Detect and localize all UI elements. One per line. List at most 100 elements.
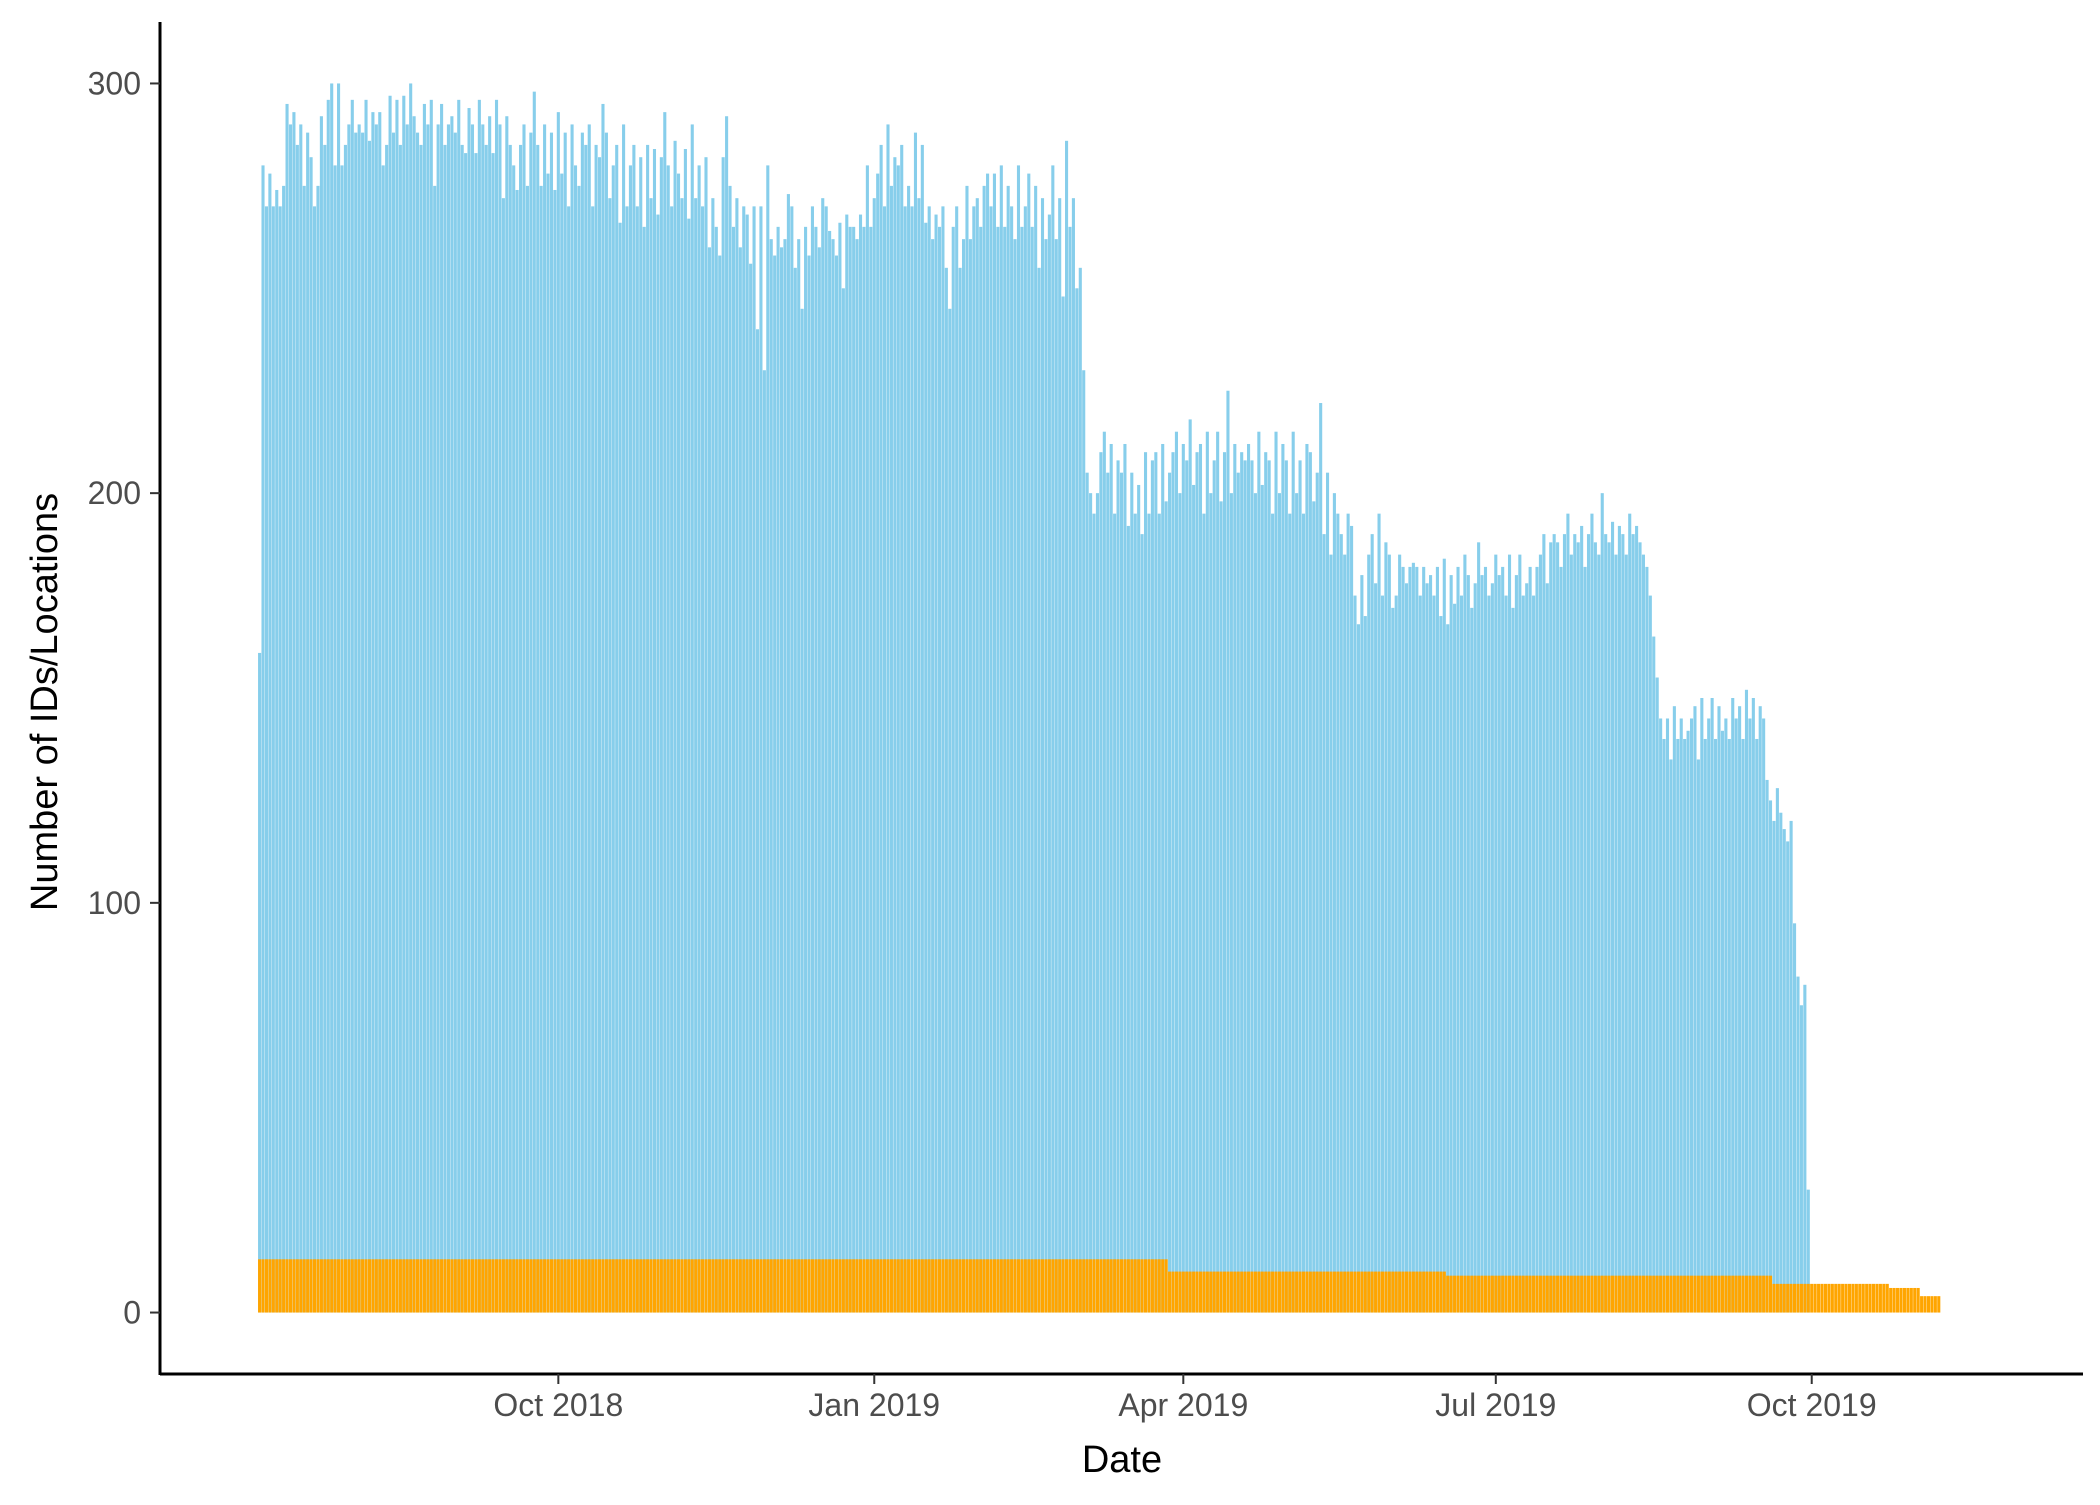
bar-locations [687, 1259, 690, 1312]
bar-total [1656, 678, 1659, 1313]
bar-total [1274, 432, 1277, 1313]
bar-locations [1106, 1259, 1109, 1312]
bar-locations [1326, 1272, 1329, 1313]
bar-total [928, 206, 931, 1312]
bar-locations [780, 1259, 783, 1312]
bar-total [1323, 534, 1326, 1312]
bar-total [807, 256, 810, 1313]
bar-total [886, 124, 889, 1312]
bar-locations [1745, 1276, 1748, 1313]
bar-locations [938, 1259, 941, 1312]
bar-total [849, 227, 852, 1313]
bar-locations [310, 1259, 313, 1312]
bar-total [1123, 444, 1126, 1313]
bar-total [1213, 460, 1216, 1312]
bar-total [725, 116, 728, 1312]
bar-total [522, 124, 525, 1312]
bar-total [1645, 567, 1648, 1313]
bar-total [1748, 718, 1751, 1312]
bar-locations [1230, 1272, 1233, 1313]
bar-total [1515, 575, 1518, 1312]
bar-total [1106, 473, 1109, 1313]
bar-locations [1845, 1284, 1848, 1313]
bar-locations [759, 1259, 762, 1312]
bar-total [313, 206, 316, 1312]
bar-locations [1515, 1276, 1518, 1313]
bar-total [1594, 542, 1597, 1312]
bar-total [1288, 514, 1291, 1313]
bar-locations [1285, 1272, 1288, 1313]
bar-total [1113, 514, 1116, 1313]
bar-total [1003, 227, 1006, 1313]
bar-locations [1274, 1272, 1277, 1313]
bar-total [1525, 583, 1528, 1312]
bar-total [917, 198, 920, 1312]
bar-locations [581, 1259, 584, 1312]
bar-locations [1247, 1272, 1250, 1313]
bar-total [485, 145, 488, 1313]
bar-locations [897, 1259, 900, 1312]
bar-locations [1511, 1276, 1514, 1313]
bar-total [1690, 718, 1693, 1312]
bar-total [509, 145, 512, 1313]
bar-locations [1584, 1276, 1587, 1313]
bar-total [1199, 444, 1202, 1313]
bar-total [945, 268, 948, 1313]
bar-locations [1432, 1272, 1435, 1313]
bar-locations [1841, 1284, 1844, 1313]
bar-total [660, 157, 663, 1312]
bar-total [625, 206, 628, 1312]
bar-locations [437, 1259, 440, 1312]
bar-locations [546, 1259, 549, 1312]
bar-locations [574, 1259, 577, 1312]
bar-total [1697, 759, 1700, 1312]
bar-locations [450, 1259, 453, 1312]
bar-total [1226, 391, 1229, 1313]
bar-locations [742, 1259, 745, 1312]
bar-total [1560, 567, 1563, 1313]
bar-total [787, 194, 790, 1312]
bar-total [423, 104, 426, 1313]
bar-total [1649, 596, 1652, 1313]
x-tick-label: Jan 2019 [808, 1387, 940, 1423]
bar-total [811, 206, 814, 1312]
bar-total [883, 206, 886, 1312]
bar-total [1752, 698, 1755, 1313]
bar-total [1759, 706, 1762, 1312]
bar-total [1072, 198, 1075, 1312]
bar-locations [1886, 1284, 1889, 1313]
bar-total [1271, 514, 1274, 1313]
bar-total [409, 83, 412, 1312]
bar-locations [1790, 1284, 1793, 1313]
bar-total [790, 206, 793, 1312]
bar-total [474, 153, 477, 1312]
bar-total [1724, 718, 1727, 1312]
bar-locations [1312, 1272, 1315, 1313]
bar-total [337, 83, 340, 1312]
bar-total [1044, 239, 1047, 1312]
bar-locations [612, 1259, 615, 1312]
bar-locations [1676, 1276, 1679, 1313]
bar-total [306, 133, 309, 1313]
bar-locations [1055, 1259, 1058, 1312]
bar-locations [1412, 1272, 1415, 1313]
bar-total [935, 215, 938, 1313]
bar-locations [395, 1259, 398, 1312]
bar-locations [928, 1259, 931, 1312]
bar-locations [1724, 1276, 1727, 1313]
bar-locations [540, 1259, 543, 1312]
bar-total [289, 124, 292, 1312]
bar-locations [1556, 1276, 1559, 1313]
bar-locations [1096, 1259, 1099, 1312]
bar-locations [948, 1259, 951, 1312]
bar-total [419, 145, 422, 1313]
bar-total [1790, 821, 1793, 1313]
bar-total [1638, 542, 1641, 1312]
bar-locations [1772, 1284, 1775, 1313]
bar-locations [1288, 1272, 1291, 1313]
bar-locations [1474, 1276, 1477, 1313]
bar-locations [1501, 1276, 1504, 1313]
bar-locations [1309, 1272, 1312, 1313]
bar-total [416, 133, 419, 1313]
bar-locations [1223, 1272, 1226, 1313]
